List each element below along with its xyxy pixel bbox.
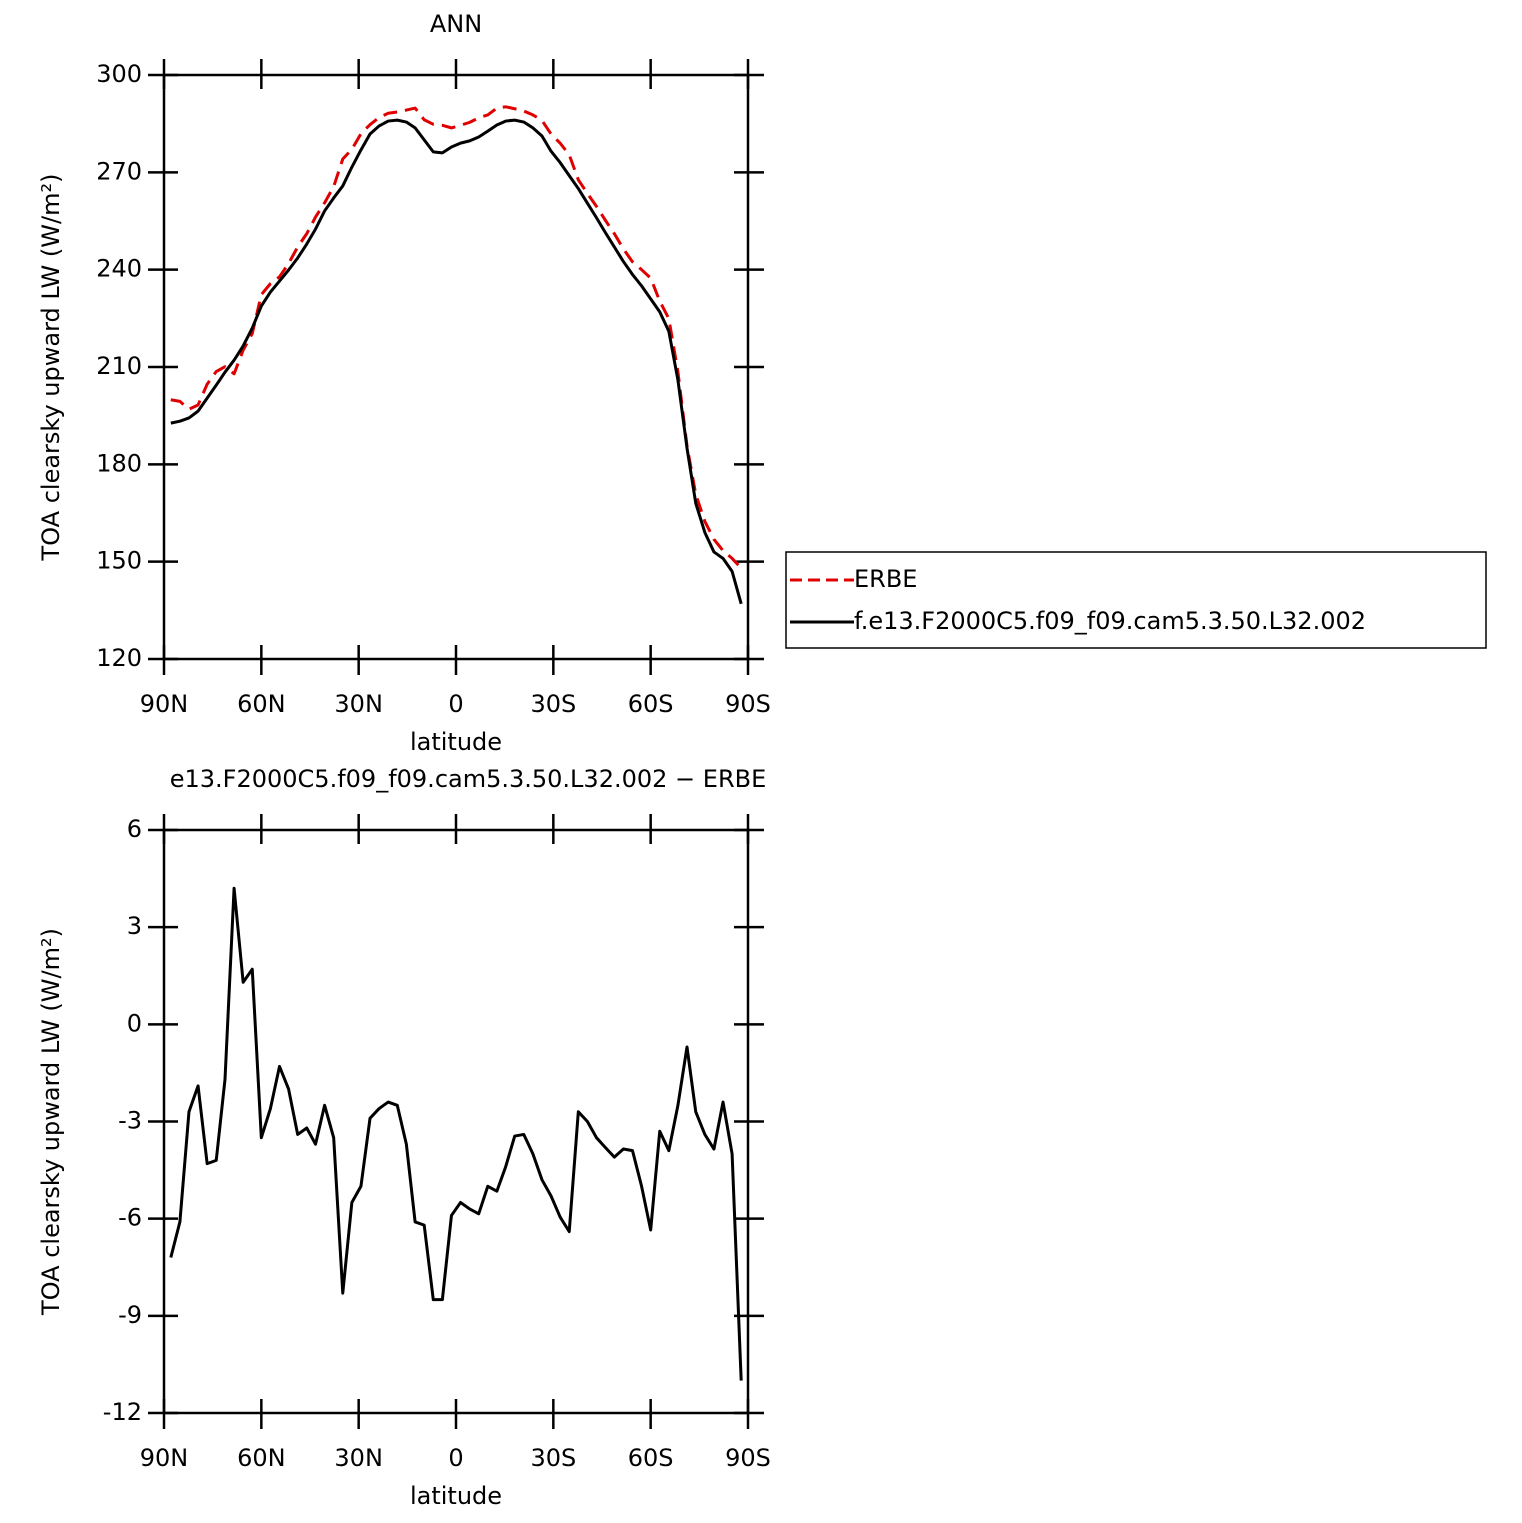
x-tick-label: 90S (725, 690, 771, 718)
legend-label: f.e13.F2000C5.f09_f09.cam5.3.50.L32.002 (854, 607, 1366, 635)
y-tick-label: 150 (96, 547, 142, 575)
x-tick-label: 90N (140, 1444, 189, 1472)
y-tick-label: 210 (96, 352, 142, 380)
y-tick-label: -3 (118, 1107, 142, 1135)
legend-box (785, 551, 1487, 649)
y-tick-label: 120 (96, 644, 142, 672)
x-tick-label: 30N (334, 690, 383, 718)
y-tick-label: -6 (118, 1204, 142, 1232)
y-tick-label: -9 (118, 1301, 142, 1329)
legend-label: ERBE (854, 565, 917, 593)
y-axis-label: TOA clearsky upward LW (W/m²) (37, 928, 65, 1316)
chart-title: e13.F2000C5.f09_f09.cam5.3.50.L32.002 − … (170, 765, 767, 793)
x-axis-label: latitude (410, 728, 502, 756)
x-tick-label: 60N (237, 690, 286, 718)
data-line (170, 105, 743, 570)
x-tick-label: 30S (530, 1444, 576, 1472)
x-tick-label: 60N (237, 1444, 286, 1472)
y-tick-label: 180 (96, 449, 142, 477)
y-tick-label: 0 (127, 1009, 142, 1037)
chart-title: ANN (430, 10, 482, 38)
x-tick-label: 60S (628, 1444, 674, 1472)
y-tick-label: 300 (96, 60, 142, 88)
y-tick-label: 3 (127, 912, 142, 940)
x-tick-label: 0 (448, 690, 463, 718)
data-line (169, 886, 743, 1381)
x-tick-label: 60S (628, 690, 674, 718)
plot-frame (162, 828, 750, 1415)
x-tick-label: 90S (725, 1444, 771, 1472)
data-line (170, 118, 743, 605)
x-tick-label: 0 (448, 1444, 463, 1472)
y-tick-label: 270 (96, 157, 142, 185)
plot-frame (162, 73, 750, 661)
x-tick-label: 30S (530, 690, 576, 718)
y-axis-label: TOA clearsky upward LW (W/m²) (37, 174, 65, 562)
y-tick-label: 240 (96, 255, 142, 283)
y-tick-label: -12 (103, 1398, 142, 1426)
y-tick-label: 6 (127, 815, 142, 843)
x-axis-label: latitude (410, 1482, 502, 1510)
x-tick-label: 90N (140, 690, 189, 718)
x-tick-label: 30N (334, 1444, 383, 1472)
